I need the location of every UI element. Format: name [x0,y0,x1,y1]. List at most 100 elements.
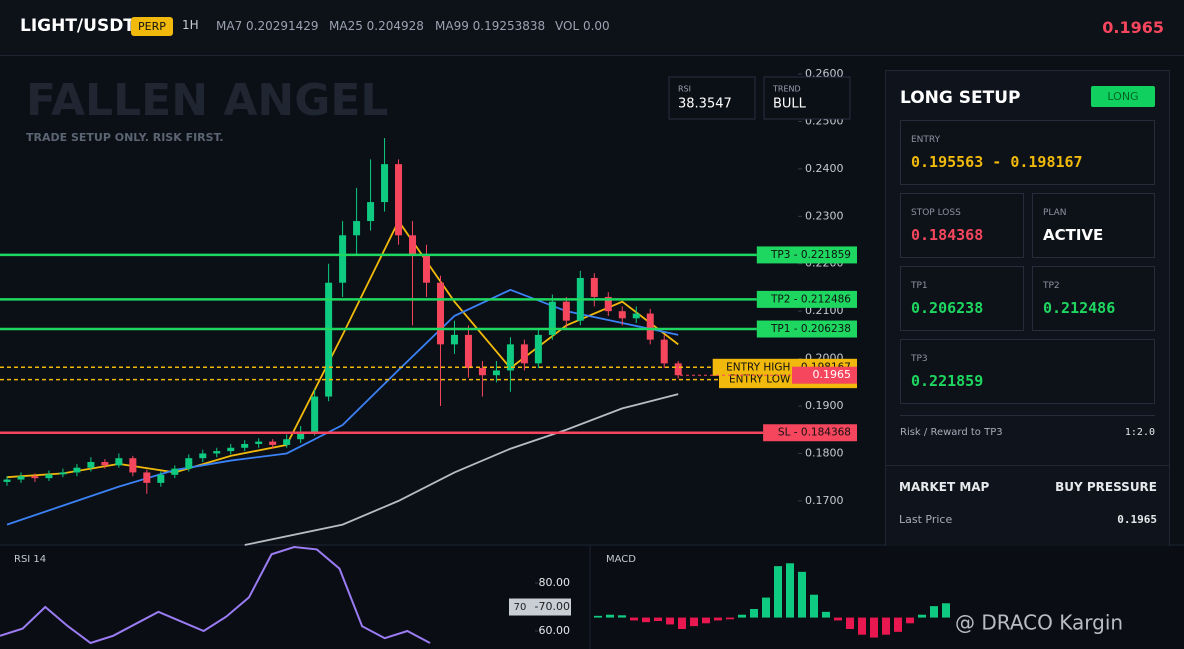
rr-label: Risk / Reward to TP3 [900,427,1003,438]
candle-body [171,468,179,475]
candle-body [241,443,249,448]
macd-bar [798,571,806,618]
candle-body [311,396,319,433]
label: TP3 [911,354,928,364]
candle-body [492,370,500,376]
label: STOP LOSS [911,208,961,218]
candle-body [143,472,151,483]
macd-bar [738,614,746,618]
candle-body [660,339,668,364]
macd-bar [726,617,734,620]
watermark-title: FALLEN ANGEL [26,75,388,126]
watermark-subtitle: TRADE SETUP ONLY. RISK FIRST. [26,131,224,144]
candle-body [590,277,598,297]
candle-body [353,221,361,236]
row-label: Last Price [899,513,953,526]
macd-bar [654,617,662,621]
macd-bar [786,563,794,618]
candle-body [464,334,472,369]
candle-body [339,235,347,283]
label: PLAN [1043,208,1067,218]
rr-value: 1:2.0 [1124,427,1155,438]
level-tag [756,320,857,338]
symbol: LIGHT/USDT [20,16,135,36]
candle-body [562,301,570,321]
macd-bar [606,614,614,618]
candle-body [255,441,263,444]
y-tick-label: 0.2300 [805,209,844,222]
macd-bar [630,617,638,621]
macd-bar [678,617,686,629]
macd-bar [894,617,902,632]
level-tag [763,424,857,442]
row-value: 0.1965 [1117,513,1157,526]
y-tick-label: 0.1900 [805,399,844,412]
level-tag [756,246,857,264]
ma99: MA99 0.19253838 [435,19,546,33]
macd-bar [930,606,938,618]
badge: PERP [131,17,173,36]
candle-body [59,472,67,475]
candle-body [3,479,11,482]
level-tag [756,290,857,308]
panel-title: LONG SETUP [900,88,1021,108]
candle-body [409,235,417,255]
market-panel: MARKET MAP BUY PRESSURE Last Price 0.196… [885,465,1170,546]
info-box [668,76,756,120]
macd-bar [690,617,698,627]
candle-body [436,282,444,345]
label: ENTRY [911,135,941,145]
level-label: TP3 - 0.221859 [770,249,851,261]
volume: VOL 0.00 [555,19,610,33]
y-tick-label: 60.00 [539,624,571,637]
macd-bar [750,609,758,618]
macd-bar [942,603,950,618]
candle-body [646,313,654,340]
candle-body [31,476,39,479]
lower-bg [0,545,1184,649]
info-box [763,76,851,120]
rsi-line [0,546,431,645]
value: 0.221859 [911,372,984,390]
pane-title: RSI 14 [14,554,46,565]
candle-body [129,458,137,473]
macd-bar [714,617,722,621]
macd-bar [618,615,626,618]
label: TP2 [1043,281,1060,291]
candle-body [199,453,207,459]
candle-body [17,476,25,480]
interval[interactable]: 1H [182,18,199,32]
candle-body [297,432,305,440]
macd-bar [666,617,674,625]
level-label: TP1 - 0.206238 [770,323,851,335]
info-value: BULL [773,97,807,112]
last-price: 0.1965 [1102,18,1164,37]
macd-bar [702,617,710,624]
macd-bar [882,617,890,635]
y-tick-label: 0.1800 [805,446,844,459]
current-tag [792,366,857,384]
market-title: MARKET MAP [899,480,990,494]
separator [900,415,1155,416]
macd-bar [810,594,818,618]
candle-body [395,164,403,236]
market-status: BUY PRESSURE [1055,480,1157,494]
value: ACTIVE [1043,226,1104,244]
header: LIGHT/USDT PERP 1H MA7 0.20291429 MA25 0… [0,0,1184,56]
candle-body [283,439,291,445]
side-badge: LONG [1091,86,1155,107]
value: 0.212486 [1043,299,1116,317]
candle-body [269,441,277,445]
macd-bar [906,617,914,624]
ma7: MA7 0.20291429 [216,19,319,33]
candle-body [423,254,431,283]
entry-box: ENTRY 0.195563 - 0.198167 [900,120,1155,185]
candle-body [185,458,193,469]
info-label: RSI [678,85,691,94]
stop-loss-box: STOP LOSS 0.184368 [900,193,1024,258]
macd-bar [594,615,602,618]
tp2-box: TP2 0.212486 [1032,266,1155,331]
candle-body [213,451,221,454]
